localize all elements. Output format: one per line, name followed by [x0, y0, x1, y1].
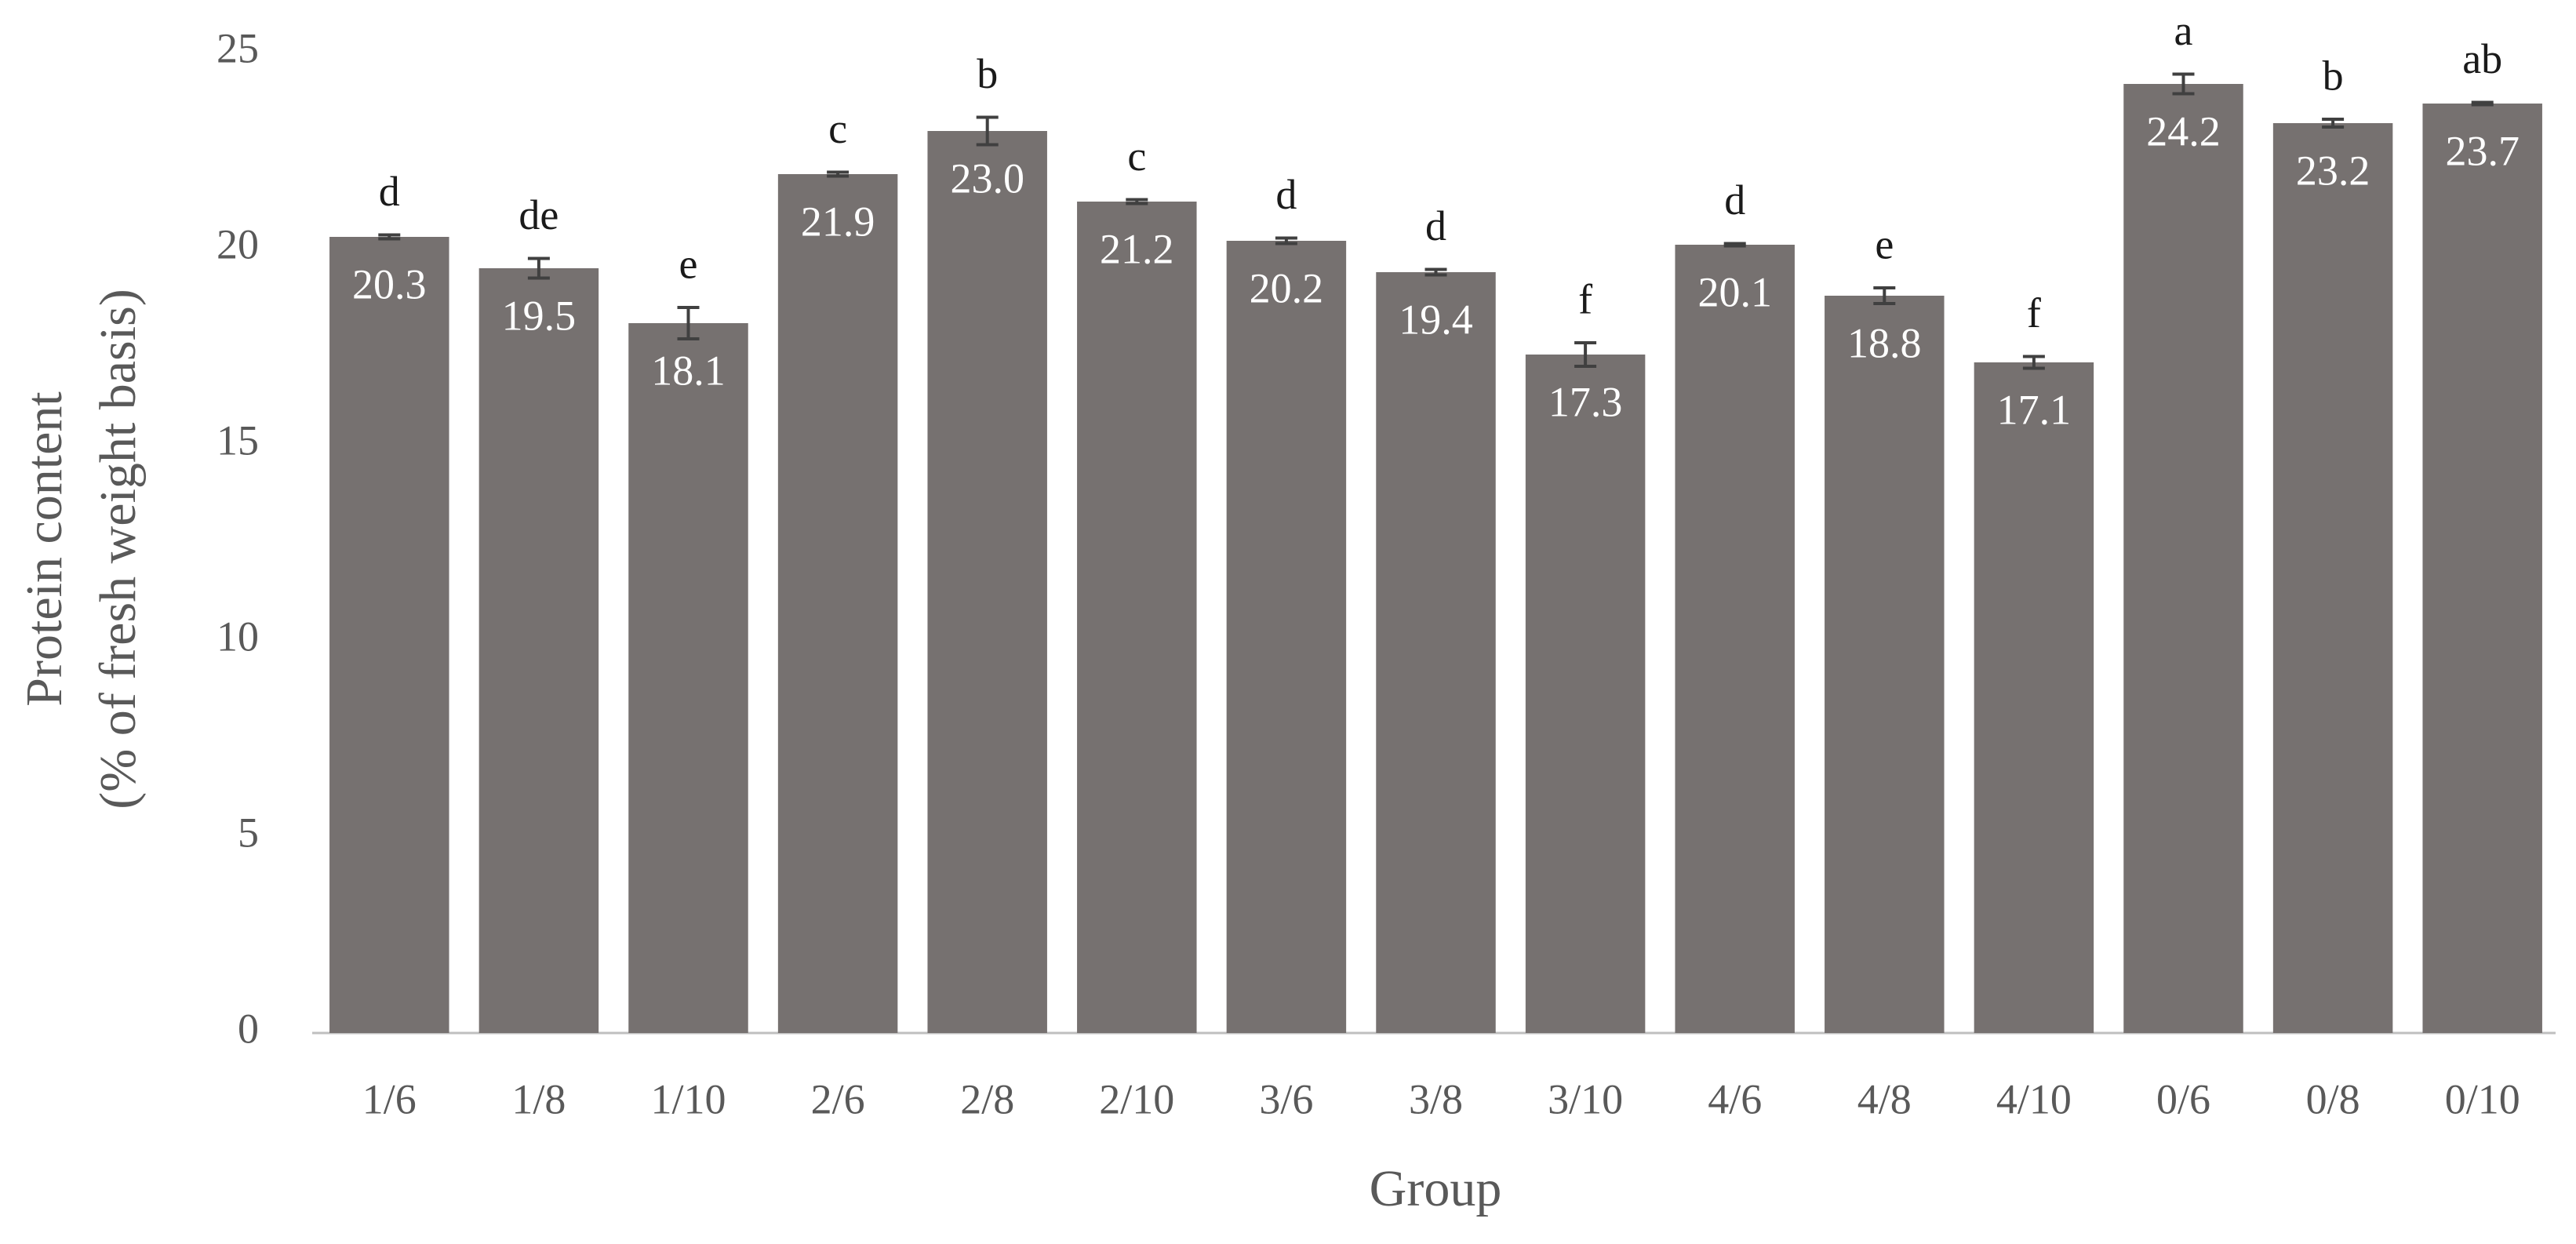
- error-bar: [1424, 267, 1447, 277]
- value-label: 20.2: [1250, 264, 1324, 311]
- significance-letter: e: [679, 240, 698, 287]
- value-label: 17.3: [1548, 378, 1623, 425]
- y-axis-title: (% of fresh weight basis): [89, 289, 147, 809]
- bar: [628, 323, 748, 1033]
- x-tick-label: 0/8: [2306, 1075, 2360, 1122]
- error-bar: [976, 115, 999, 147]
- error-bar: [2322, 118, 2345, 129]
- y-tick-label: 20: [216, 220, 259, 267]
- error-bar: [1574, 341, 1597, 368]
- bar: [1675, 245, 1795, 1033]
- value-label: 24.2: [2146, 107, 2221, 155]
- significance-letter: ab: [2462, 35, 2502, 82]
- value-label: 18.1: [651, 347, 726, 394]
- x-tick-label: 1/10: [650, 1075, 726, 1122]
- significance-letter: d: [1724, 176, 1745, 224]
- bar: [2272, 123, 2393, 1033]
- error-bar: [1873, 286, 1896, 305]
- error-bar: [1723, 242, 1746, 248]
- x-axis-title: Group: [1370, 1160, 1502, 1217]
- error-bar: [827, 170, 850, 178]
- value-label: 21.2: [1100, 225, 1174, 272]
- y-tick-label: 25: [216, 24, 259, 71]
- x-tick-label: 2/8: [960, 1075, 1014, 1122]
- significance-letter: e: [1875, 220, 1894, 267]
- bar: [329, 237, 449, 1033]
- value-label: 23.7: [2445, 127, 2520, 174]
- x-tick-label: 1/6: [362, 1075, 417, 1122]
- value-label: 20.3: [352, 260, 427, 307]
- value-label: 19.4: [1399, 296, 1473, 343]
- x-tick-label: 4/8: [1857, 1075, 1912, 1122]
- value-label: 23.0: [950, 155, 1024, 202]
- value-label: 20.1: [1697, 268, 1772, 315]
- significance-letter: d: [1275, 171, 1297, 218]
- x-tick-label: 1/8: [511, 1075, 566, 1122]
- bar: [1376, 272, 1496, 1033]
- x-tick-label: 0/6: [2156, 1075, 2210, 1122]
- significance-letter: c: [828, 105, 847, 152]
- x-tick-label: 3/8: [1409, 1075, 1463, 1122]
- bar: [927, 131, 1047, 1033]
- value-label: 23.2: [2296, 147, 2370, 194]
- x-tick-label: 4/10: [1996, 1075, 2072, 1122]
- value-label: 17.1: [1997, 386, 2072, 433]
- bar: [1974, 362, 2094, 1033]
- error-bar: [527, 256, 550, 280]
- significance-letter: d: [379, 168, 400, 215]
- error-bar: [2471, 100, 2494, 107]
- value-label: 21.9: [801, 198, 875, 245]
- bar: [478, 268, 599, 1033]
- error-bar: [2172, 72, 2195, 96]
- x-tick-label: 3/6: [1259, 1075, 1313, 1122]
- x-tick-label: 2/10: [1099, 1075, 1174, 1122]
- y-tick-label: 15: [216, 416, 259, 464]
- significance-letter: f: [1578, 275, 1592, 322]
- x-tick-label: 3/10: [1548, 1075, 1623, 1122]
- x-tick-label: 4/6: [1708, 1075, 1762, 1122]
- significance-letter: b: [977, 50, 998, 97]
- value-label: 18.8: [1847, 319, 1922, 366]
- error-bar: [378, 233, 401, 241]
- error-bar: [2022, 355, 2045, 370]
- error-bar: [677, 306, 700, 340]
- y-axis-title: Protein content: [16, 391, 73, 706]
- bar: [1226, 241, 1347, 1033]
- x-tick-label: 0/10: [2445, 1075, 2520, 1122]
- error-bar: [1275, 236, 1297, 246]
- y-tick-label: 0: [238, 1005, 259, 1052]
- bar: [1825, 296, 1945, 1033]
- significance-letter: de: [518, 191, 558, 238]
- significance-letter: b: [2323, 52, 2344, 99]
- bar: [1525, 355, 1646, 1033]
- x-tick-label: 2/6: [811, 1075, 865, 1122]
- significance-letter: d: [1425, 202, 1446, 249]
- bar: [2123, 84, 2243, 1033]
- error-bar: [1126, 198, 1148, 206]
- significance-letter: f: [2027, 289, 2041, 336]
- significance-letter: a: [2174, 7, 2193, 54]
- significance-letter: c: [1127, 133, 1146, 180]
- bar: [777, 174, 898, 1033]
- y-tick-label: 5: [238, 809, 259, 856]
- y-tick-label: 10: [216, 613, 259, 660]
- bar: [2422, 104, 2542, 1033]
- bar: [1077, 202, 1197, 1033]
- value-label: 19.5: [502, 292, 577, 339]
